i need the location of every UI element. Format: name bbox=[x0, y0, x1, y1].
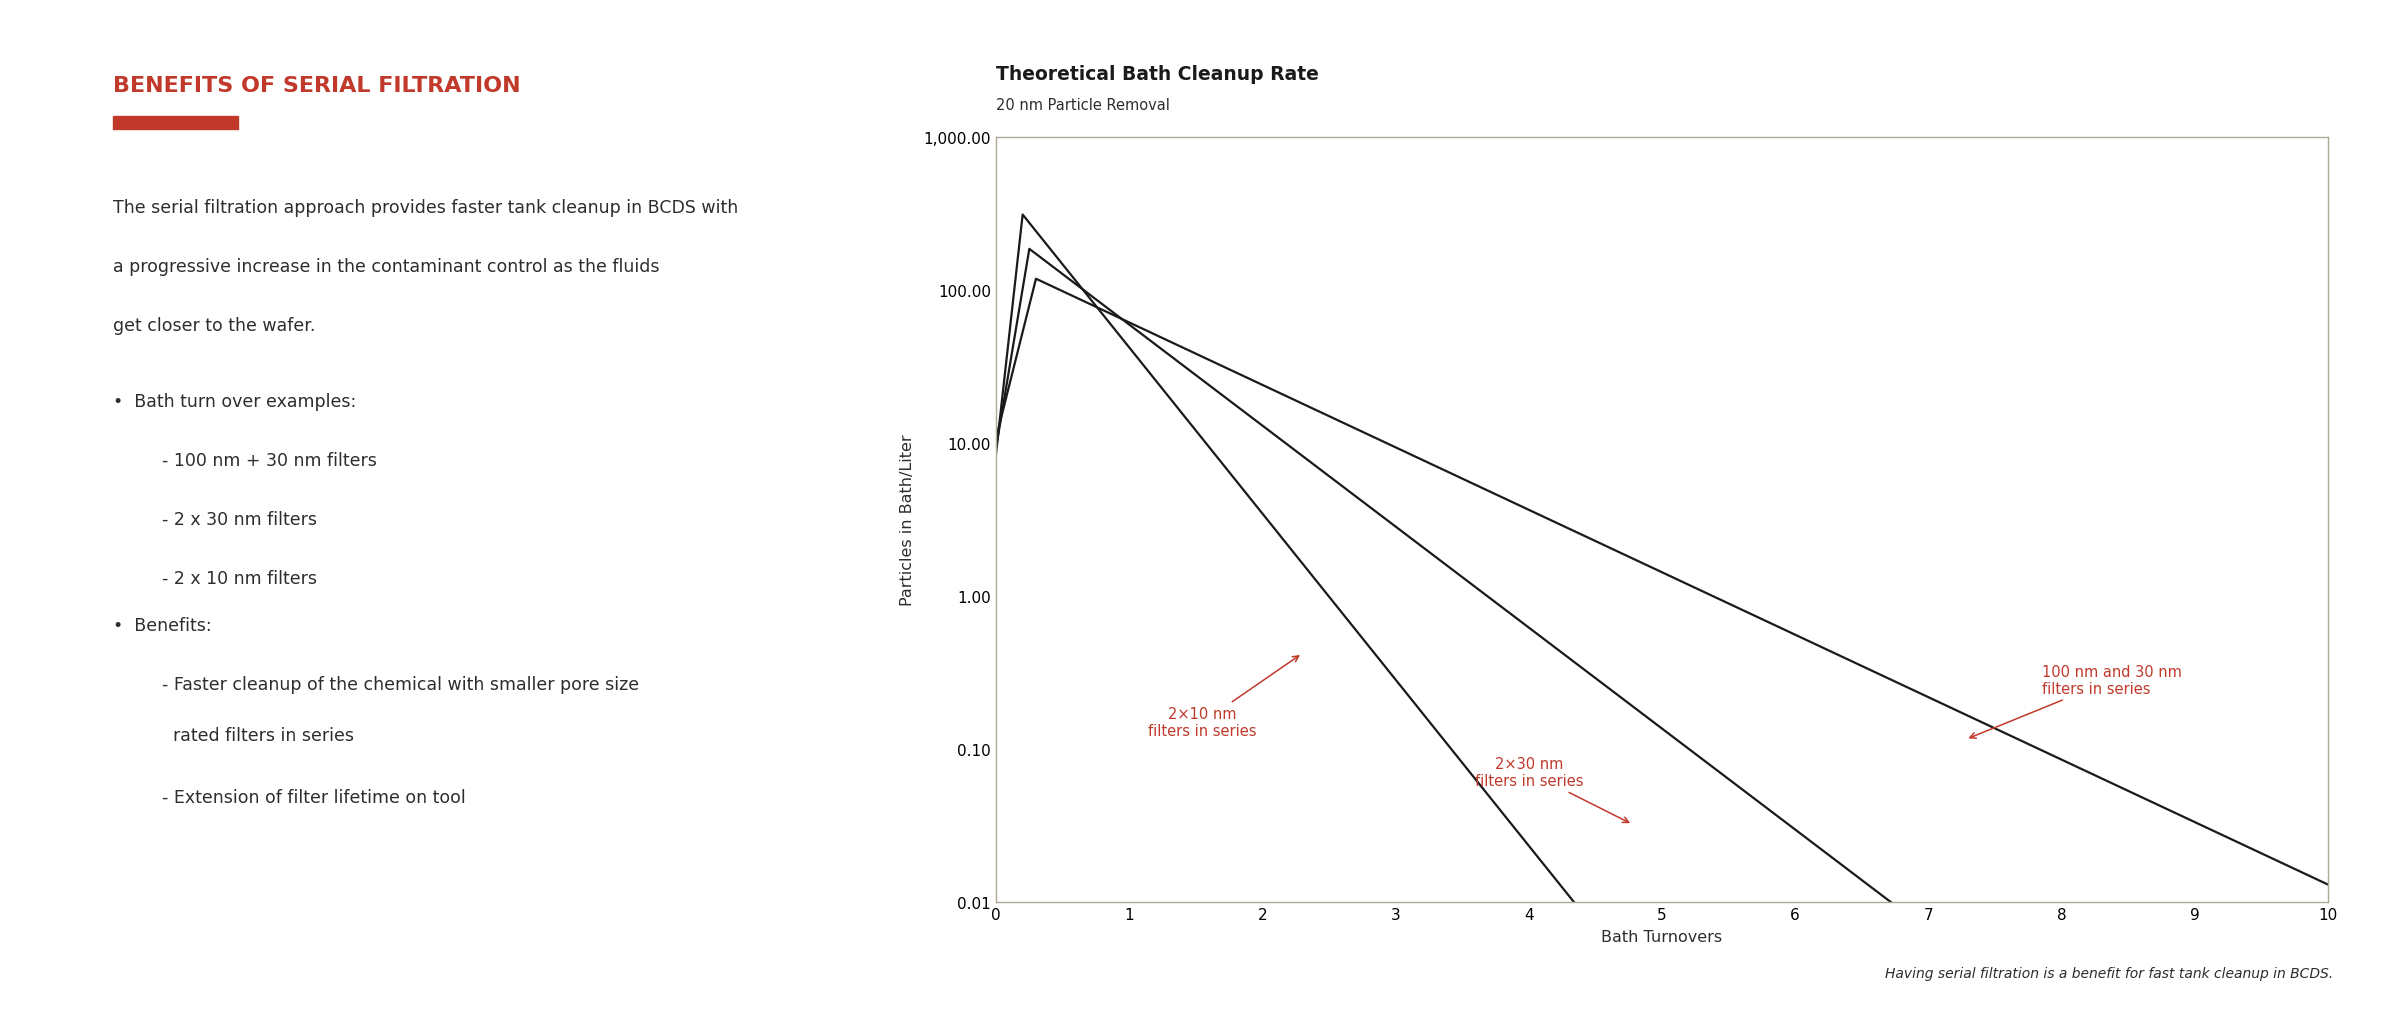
Text: 100 nm and 30 nm
filters in series: 100 nm and 30 nm filters in series bbox=[1970, 664, 2182, 739]
Text: get closer to the wafer.: get closer to the wafer. bbox=[113, 317, 317, 335]
Text: 20 nm Particle Removal: 20 nm Particle Removal bbox=[996, 98, 1169, 113]
X-axis label: Bath Turnovers: Bath Turnovers bbox=[1601, 928, 1723, 944]
Text: - Extension of filter lifetime on tool: - Extension of filter lifetime on tool bbox=[163, 788, 466, 806]
Text: Having serial filtration is a benefit for fast tank cleanup in BCDS.: Having serial filtration is a benefit fo… bbox=[1884, 966, 2333, 980]
Text: - Faster cleanup of the chemical with smaller pore size: - Faster cleanup of the chemical with sm… bbox=[163, 676, 638, 694]
Text: rated filters in series: rated filters in series bbox=[163, 726, 355, 744]
Text: Theoretical Bath Cleanup Rate: Theoretical Bath Cleanup Rate bbox=[996, 65, 1320, 84]
Text: - 2 x 30 nm filters: - 2 x 30 nm filters bbox=[163, 511, 317, 529]
Text: 2×10 nm
filters in series: 2×10 nm filters in series bbox=[1147, 656, 1298, 739]
Text: 2×30 nm
filters in series: 2×30 nm filters in series bbox=[1474, 756, 1630, 822]
Text: The serial filtration approach provides faster tank cleanup in BCDS with: The serial filtration approach provides … bbox=[113, 199, 739, 217]
Bar bbox=[113, 117, 238, 129]
Text: •  Benefits:: • Benefits: bbox=[113, 616, 211, 635]
Text: - 2 x 10 nm filters: - 2 x 10 nm filters bbox=[163, 570, 317, 588]
Text: - 100 nm + 30 nm filters: - 100 nm + 30 nm filters bbox=[163, 451, 377, 470]
Y-axis label: Particles in Bath/Liter: Particles in Bath/Liter bbox=[900, 434, 914, 605]
Text: a progressive increase in the contaminant control as the fluids: a progressive increase in the contaminan… bbox=[113, 258, 660, 276]
Text: BENEFITS OF SERIAL FILTRATION: BENEFITS OF SERIAL FILTRATION bbox=[113, 76, 521, 97]
Text: •  Bath turn over examples:: • Bath turn over examples: bbox=[113, 392, 358, 411]
